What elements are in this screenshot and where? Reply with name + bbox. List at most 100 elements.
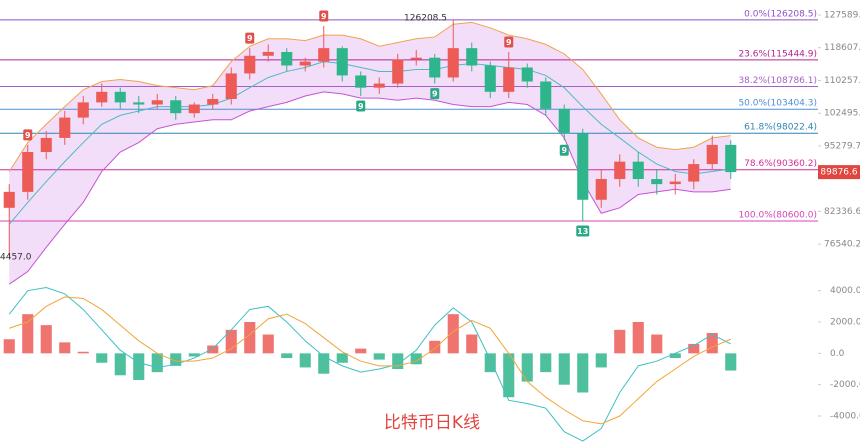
candle-body [447, 48, 459, 78]
macd-bar [151, 353, 163, 373]
candle-body [392, 59, 404, 84]
td-marker-label: 9 [358, 102, 364, 111]
chart-title: 比特币日K线 [384, 413, 480, 433]
macd-bar [3, 339, 15, 354]
band-layer [8, 21, 731, 285]
macd-bar [410, 353, 422, 365]
td-marker-label: 9 [321, 12, 327, 21]
fib-layer: 0.0%(126208.5) 23.6%(115444.9) 38.2%(10878… [0, 9, 818, 222]
candle-body [133, 102, 145, 105]
macd-bar [521, 353, 533, 382]
macd-bar [207, 345, 219, 354]
candle-body [262, 51, 274, 56]
macd-bar [373, 353, 385, 360]
candle-body [3, 191, 15, 208]
macd-bar [299, 353, 311, 368]
macd-bar [614, 329, 626, 354]
macd-bar [244, 322, 256, 354]
macd-bar [355, 348, 367, 354]
candle-body [77, 102, 89, 118]
macd-bar [22, 314, 34, 354]
candle-body [318, 48, 330, 62]
td-marker [23, 129, 33, 141]
candle-body [484, 65, 496, 92]
candle-body [225, 73, 237, 99]
macd-bar [466, 334, 478, 354]
macd-bar [40, 325, 52, 354]
candle-body [355, 75, 367, 88]
candle-body [410, 57, 422, 60]
band-line [8, 91, 731, 285]
candle-body [577, 133, 589, 200]
text-layer: 127589.5 118607.3 110257.4 102495.3 95279.7 8… [0, 10, 860, 422]
y-tick-label: 102495.3 [824, 109, 860, 119]
fib-label: 61.8%(98022.4) [744, 123, 817, 133]
candle-body [503, 67, 515, 92]
candle-body [299, 61, 311, 66]
fib-label: 38.2%(108786.1) [738, 76, 817, 86]
candle-body [706, 144, 718, 165]
y-tick-label: 76540.2 [824, 240, 860, 250]
candle-body [725, 144, 737, 173]
band-line [8, 61, 731, 225]
candle-body [632, 161, 644, 180]
y-tick-label: 82336.6 [824, 207, 860, 217]
last-price-tag [818, 165, 860, 180]
macd-bar [540, 353, 552, 373]
macd-bar [503, 353, 515, 398]
macd-tick-label: 4000.0 [830, 286, 860, 296]
fib-label: 100.0%(80600.0) [738, 210, 817, 220]
macd-bar [133, 353, 145, 380]
macd-tick-label: 2000.0 [830, 318, 860, 328]
macd-bar [484, 353, 496, 373]
macd-bar [651, 334, 663, 354]
macd-tick-label: -2000.0 [830, 380, 860, 390]
td-marker-label: 9 [432, 90, 438, 99]
candle-body [688, 164, 700, 182]
candle-body [96, 91, 108, 103]
candle-body [244, 55, 256, 74]
td-marker [504, 36, 514, 48]
macd-bar [170, 353, 182, 366]
macd-bar [577, 353, 589, 393]
macd-bar [225, 329, 237, 354]
band-line [8, 21, 731, 172]
candle-body [151, 100, 163, 105]
fib-label: 50.0%(103404.3) [738, 99, 817, 109]
macd-bar [188, 353, 200, 357]
td-marker-label: 13 [577, 227, 588, 236]
macd-bar [336, 353, 348, 363]
price-annotation: 4457.0 [0, 253, 32, 263]
macd-tick-label: -4000.0 [830, 412, 860, 422]
candle-body [336, 48, 348, 76]
macd-bar [632, 322, 644, 354]
macd-bar [96, 353, 108, 363]
td-marker [576, 225, 590, 237]
macd-bar [725, 353, 737, 371]
y-tick-label: 118607.3 [824, 43, 860, 53]
y-tick-label: 95279.7 [824, 141, 860, 151]
candle-body [114, 91, 126, 103]
candle-body [59, 117, 71, 138]
macd-line [8, 287, 731, 442]
td-marker [430, 88, 440, 100]
last-price-label: 89876.6 [820, 168, 857, 178]
macd-bar [706, 332, 718, 354]
candle-body [614, 161, 626, 180]
macd-bar [447, 314, 459, 354]
td-marker-label: 9 [561, 146, 567, 155]
candle-body [207, 98, 219, 105]
candle-body [651, 179, 663, 185]
macd-bar [281, 353, 293, 359]
candle-layer [3, 19, 737, 257]
macd-bar [595, 353, 607, 368]
macd-line [9, 296, 731, 425]
candle-body [558, 108, 570, 134]
macd-bar [318, 353, 330, 374]
td-marker-label: 9 [25, 131, 31, 140]
fib-label: 23.6%(115444.9) [738, 49, 817, 59]
td-marker-label: 9 [506, 38, 512, 47]
td-marker [356, 100, 366, 112]
